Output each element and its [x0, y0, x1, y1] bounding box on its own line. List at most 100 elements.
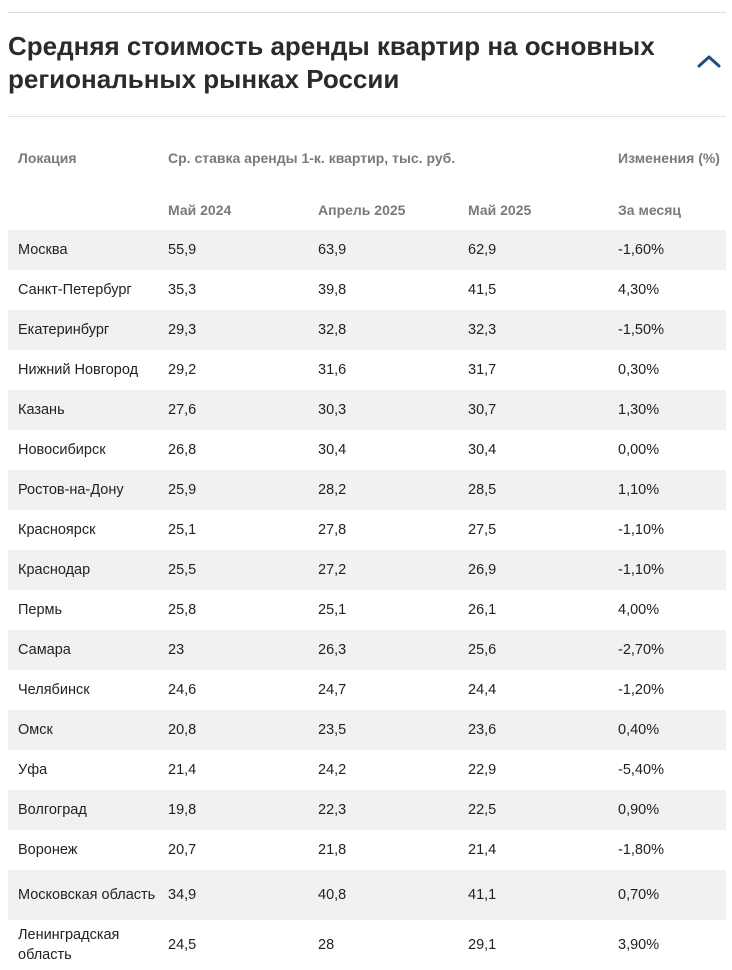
cell-change: 0,00%: [608, 430, 727, 470]
cell-location: Екатеринбург: [8, 310, 158, 350]
cell-april-2025: 30,3: [308, 390, 458, 430]
cell-april-2025: 31,6: [308, 350, 458, 390]
cell-may-2024: 21,4: [158, 750, 308, 790]
cell-may-2024: 20,7: [158, 830, 308, 870]
table-body: Москва 55,9 63,9 62,9 -1,60% Санкт-Петер…: [8, 230, 727, 970]
rent-table: Локация Ср. ставка аренды 1-к. квартир, …: [8, 138, 727, 970]
cell-april-2025: 27,2: [308, 550, 458, 590]
table-row: Московская область 34,9 40,8 41,1 0,70%: [8, 870, 727, 920]
table-header-row-periods: Май 2024 Апрель 2025 Май 2025 За месяц: [8, 190, 726, 230]
cell-may-2024: 34,9: [158, 870, 308, 920]
header-location: Локация: [18, 150, 77, 166]
page-title: Средняя стоимость аренды квартир на осно…: [8, 31, 655, 94]
table-header: Локация Ср. ставка аренды 1-к. квартир, …: [8, 138, 726, 230]
top-divider: [8, 12, 726, 13]
cell-may-2024: 26,8: [158, 430, 308, 470]
cell-change: -1,10%: [608, 550, 727, 590]
header-rate-group: Ср. ставка аренды 1-к. квартир, тыс. руб…: [168, 150, 456, 166]
table-header-row-groups: Локация Ср. ставка аренды 1-к. квартир, …: [8, 138, 726, 190]
cell-april-2025: 39,8: [308, 270, 458, 310]
header-per-month: За месяц: [618, 202, 681, 218]
cell-april-2025: 21,8: [308, 830, 458, 870]
cell-april-2025: 23,5: [308, 710, 458, 750]
cell-may-2025: 27,5: [458, 510, 609, 550]
table-row: Красноярск 25,1 27,8 27,5 -1,10%: [8, 510, 727, 550]
cell-april-2025: 27,8: [308, 510, 458, 550]
cell-april-2025: 24,2: [308, 750, 458, 790]
collapse-button[interactable]: [694, 50, 724, 74]
cell-may-2025: 30,4: [458, 430, 609, 470]
cell-april-2025: 22,3: [308, 790, 458, 830]
cell-may-2025: 29,1: [458, 920, 609, 970]
table-row: Казань 27,6 30,3 30,7 1,30%: [8, 390, 727, 430]
cell-april-2025: 28,2: [308, 470, 458, 510]
cell-may-2025: 30,7: [458, 390, 609, 430]
cell-location: Пермь: [8, 590, 158, 630]
header-empty: [8, 190, 158, 230]
cell-may-2024: 23: [158, 630, 308, 670]
table-row: Санкт-Петербург 35,3 39,8 41,5 4,30%: [8, 270, 727, 310]
cell-change: -5,40%: [608, 750, 727, 790]
cell-change: -1,60%: [608, 230, 727, 270]
cell-may-2025: 22,9: [458, 750, 609, 790]
cell-may-2024: 29,2: [158, 350, 308, 390]
cell-change: -2,70%: [608, 630, 727, 670]
table-row: Челябинск 24,6 24,7 24,4 -1,20%: [8, 670, 727, 710]
cell-may-2025: 26,9: [458, 550, 609, 590]
table-row: Москва 55,9 63,9 62,9 -1,60%: [8, 230, 727, 270]
table-row: Воронеж 20,7 21,8 21,4 -1,80%: [8, 830, 727, 870]
cell-may-2025: 26,1: [458, 590, 609, 630]
table-row: Нижний Новгород 29,2 31,6 31,7 0,30%: [8, 350, 727, 390]
cell-location: Волгоград: [8, 790, 158, 830]
cell-april-2025: 30,4: [308, 430, 458, 470]
cell-april-2025: 40,8: [308, 870, 458, 920]
table-row: Пермь 25,8 25,1 26,1 4,00%: [8, 590, 727, 630]
cell-change: 3,90%: [608, 920, 727, 970]
cell-april-2025: 24,7: [308, 670, 458, 710]
cell-may-2024: 29,3: [158, 310, 308, 350]
cell-change: -1,20%: [608, 670, 727, 710]
table-row: Самара 23 26,3 25,6 -2,70%: [8, 630, 727, 670]
table-row: Омск 20,8 23,5 23,6 0,40%: [8, 710, 727, 750]
table-row: Уфа 21,4 24,2 22,9 -5,40%: [8, 750, 727, 790]
cell-may-2024: 19,8: [158, 790, 308, 830]
cell-change: 0,70%: [608, 870, 727, 920]
cell-location: Воронеж: [8, 830, 158, 870]
header-may-2025: Май 2025: [468, 202, 532, 218]
cell-change: 0,30%: [608, 350, 727, 390]
cell-change: 0,40%: [608, 710, 727, 750]
cell-may-2024: 25,1: [158, 510, 308, 550]
cell-location: Казань: [8, 390, 158, 430]
cell-may-2024: 24,6: [158, 670, 308, 710]
cell-location: Уфа: [8, 750, 158, 790]
cell-location: Омск: [8, 710, 158, 750]
cell-location: Нижний Новгород: [8, 350, 158, 390]
cell-may-2025: 28,5: [458, 470, 609, 510]
table-row: Волгоград 19,8 22,3 22,5 0,90%: [8, 790, 727, 830]
table-row: Екатеринбург 29,3 32,8 32,3 -1,50%: [8, 310, 727, 350]
cell-april-2025: 26,3: [308, 630, 458, 670]
cell-location: Новосибирск: [8, 430, 158, 470]
cell-change: 4,30%: [608, 270, 727, 310]
cell-april-2025: 63,9: [308, 230, 458, 270]
table-row: Краснодар 25,5 27,2 26,9 -1,10%: [8, 550, 727, 590]
cell-change: 4,00%: [608, 590, 727, 630]
cell-change: -1,10%: [608, 510, 727, 550]
table-row: Новосибирск 26,8 30,4 30,4 0,00%: [8, 430, 727, 470]
cell-may-2025: 41,5: [458, 270, 609, 310]
cell-change: 1,10%: [608, 470, 727, 510]
cell-location: Ленинградская область: [8, 920, 158, 970]
cell-april-2025: 28: [308, 920, 458, 970]
cell-may-2024: 35,3: [158, 270, 308, 310]
cell-may-2024: 25,8: [158, 590, 308, 630]
cell-location: Краснодар: [8, 550, 158, 590]
cell-change: 1,30%: [608, 390, 727, 430]
cell-may-2025: 24,4: [458, 670, 609, 710]
cell-location: Красноярск: [8, 510, 158, 550]
cell-may-2024: 25,5: [158, 550, 308, 590]
cell-april-2025: 25,1: [308, 590, 458, 630]
cell-location: Челябинск: [8, 670, 158, 710]
cell-may-2024: 25,9: [158, 470, 308, 510]
section-header: Средняя стоимость аренды квартир на осно…: [8, 30, 726, 110]
cell-may-2025: 21,4: [458, 830, 609, 870]
